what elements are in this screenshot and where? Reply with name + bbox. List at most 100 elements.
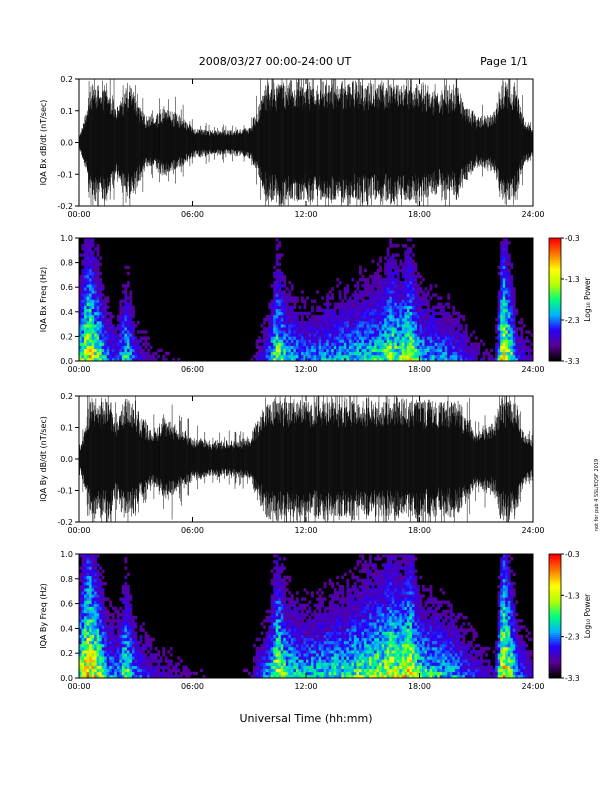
spectrogram-cell [500,290,504,294]
spectrogram-cell [427,317,430,322]
spectrogram-cell [265,619,269,623]
spectrogram-cell [142,653,145,657]
spectrogram-cell [313,321,317,325]
spectrogram-cell [341,299,345,303]
spectrogram-cell [131,339,135,343]
spectrogram-cell [323,612,327,617]
spectrogram-cell [129,327,133,331]
spectrogram-cell [406,354,410,359]
spectrogram-cell [396,357,400,362]
spectrogram-cell [106,336,110,340]
spectrogram-cell [89,566,92,570]
spectrogram-cell [369,336,372,340]
spectrogram-cell [313,348,317,353]
spectrogram-cell [366,284,370,288]
spectrogram-cell [399,302,403,306]
spectrogram-cell [396,317,400,322]
spectrogram-cell [278,656,282,660]
spectrogram-cell [278,588,282,592]
spectrogram-cell [404,268,408,273]
spectrogram-cell [268,324,271,328]
spectrogram-cell [396,314,400,319]
spectrogram-cell [414,293,418,297]
spectrogram-cell [338,324,342,328]
spectrogram-cell [429,330,433,334]
spectrogram-cell [114,668,118,673]
spectrogram-cell [295,339,299,343]
spectrogram-cell [84,265,87,270]
spectrogram-cell [366,339,370,343]
spectrogram-cell [316,333,319,337]
spectrogram-cell [285,302,289,306]
spectrogram-cell [96,603,100,607]
spectrogram-cell [328,308,332,313]
spectrogram-cell [328,594,332,598]
spectrogram-cell [308,647,312,651]
spectrogram-cell [306,324,309,328]
spectrogram-cell [283,357,287,362]
spectrogram-cell [124,324,128,328]
spectrogram-cell [86,277,90,282]
spectrogram-cell [131,622,135,626]
spectrogram-cell [106,324,110,328]
spectrogram-cell [356,622,360,626]
spectrogram-cell [280,619,284,623]
spectrogram-cell [338,656,342,660]
spectrogram-cell [502,327,506,331]
spectrogram-cell [348,594,352,598]
spectrogram-cell [313,656,317,660]
spectrogram-cell [500,342,504,346]
spectrogram-cell [290,634,294,638]
spectrogram-cell [278,327,282,331]
spectrogram-cell [358,277,362,282]
spectrogram-cell [278,575,282,580]
spectrogram-cell [376,333,380,337]
spectrogram-cell [268,640,271,645]
spectrogram-cell [106,631,110,635]
spectrogram-cell [129,354,133,359]
spectrogram-cell [288,606,292,611]
spectrogram-cell [366,357,370,362]
spectrogram-cell [121,647,125,651]
spectrogram-cell [399,284,403,288]
spectrogram-cell [273,274,277,279]
spectrogram-cell [79,305,82,310]
spectrogram-cell [321,330,324,334]
colorbar-swatch [549,289,561,292]
spectrogram-cell [295,674,299,679]
spectrogram-cell [298,348,302,353]
spectrogram-cell [437,305,440,310]
spectrogram-cell [91,600,95,604]
spectrogram-cell [303,354,307,359]
spectrogram-cell [399,354,403,359]
spectrogram-cell [84,560,87,564]
spectrogram-cell [298,653,302,657]
spectrogram-cell [278,333,282,337]
spectrogram-cell [126,296,130,300]
spectrogram-cell [313,634,317,638]
spectrogram-cell [131,653,135,657]
spectrogram-cell [89,575,92,580]
spectrogram-cell [129,622,133,626]
spectrogram-cell [298,637,302,642]
spectrogram-cell [343,653,347,657]
spectrogram-cell [273,594,277,598]
spectrogram-cell [94,560,97,564]
spectrogram-cell [338,637,342,642]
spectrogram-cell [137,656,140,660]
spectrogram-cell [273,345,277,350]
spectrogram-cell [84,600,87,604]
spectrogram-cell [124,342,128,346]
spectrogram-cell [86,308,90,313]
spectrogram-cell [391,342,395,346]
spectrogram-cell [285,321,289,325]
spectrogram-cell [371,259,375,263]
spectrogram-cell [527,330,531,334]
spectrogram-cell [84,250,87,254]
spectrogram-cell [121,612,125,617]
spectrogram-cell [129,345,133,350]
spectrogram-cell [84,277,87,282]
spectrogram-cell [263,674,266,679]
spectrogram-cell [293,336,297,340]
